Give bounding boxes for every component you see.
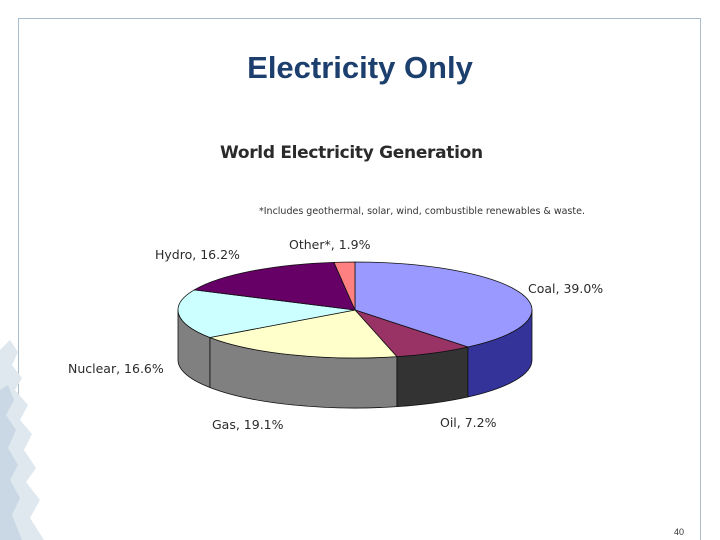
slice-top-nuclear	[177, 289, 356, 338]
slice-label-oil: Oil, 7.2%	[440, 415, 497, 430]
slide-title: Electricity Only	[247, 50, 473, 85]
slice-top-gas	[208, 309, 398, 359]
slice-top-hydro	[193, 261, 356, 311]
slice-label-other: Other*, 1.9%	[289, 237, 371, 252]
slice-top-other	[333, 261, 356, 311]
chart-note: *Includes geothermal, solar, wind, combu…	[259, 206, 585, 217]
slice-label-hydro: Hydro, 16.2%	[155, 247, 240, 262]
slide-number: 40	[673, 527, 684, 537]
slice-top-coal	[354, 261, 533, 348]
slide-frame	[18, 18, 701, 540]
chart-title: World Electricity Generation	[220, 143, 483, 163]
slice-label-nuclear: Nuclear, 16.6%	[68, 361, 164, 376]
slice-label-gas: Gas, 19.1%	[212, 417, 284, 432]
decorative-map-graphic	[0, 340, 44, 540]
slice-label-coal: Coal, 39.0%	[528, 281, 604, 296]
